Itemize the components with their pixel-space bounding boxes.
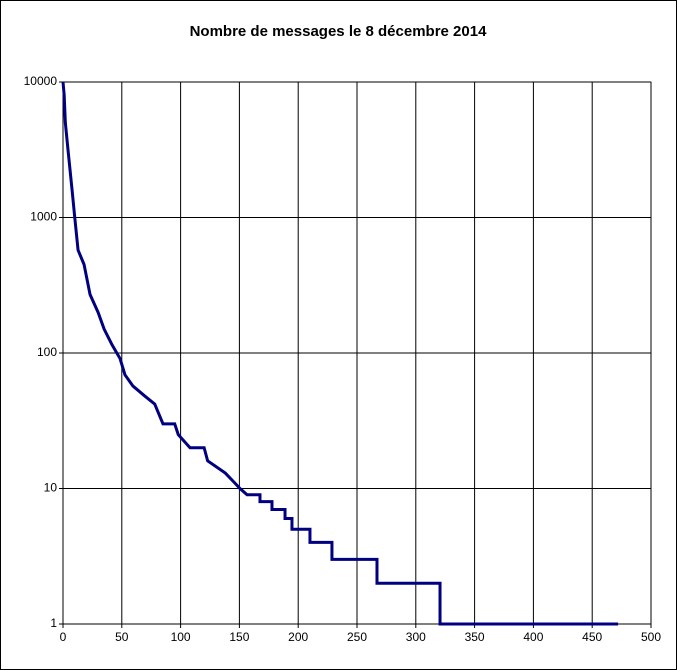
chart-title: Nombre de messages le 8 décembre 2014: [190, 23, 487, 40]
x-tick-label: 300: [406, 630, 426, 644]
y-tick-label: 1000: [30, 210, 57, 224]
x-tick-label: 350: [465, 630, 485, 644]
x-tick-label: 0: [60, 630, 67, 644]
y-tick-label: 100: [37, 345, 57, 359]
x-tick-label: 150: [229, 630, 249, 644]
y-tick-label: 10000: [24, 74, 58, 88]
data-line: [61, 81, 619, 626]
y-tick-label: 10: [44, 481, 58, 495]
x-tick-label: 100: [171, 630, 191, 644]
x-tick-label: 50: [115, 630, 129, 644]
x-tick-label: 200: [288, 630, 308, 644]
x-tick-label: 250: [347, 630, 367, 644]
x-tick-label: 400: [523, 630, 543, 644]
y-tick-label: 1: [50, 616, 57, 630]
x-tick-label: 500: [641, 630, 661, 644]
x-tick-label: 450: [582, 630, 602, 644]
